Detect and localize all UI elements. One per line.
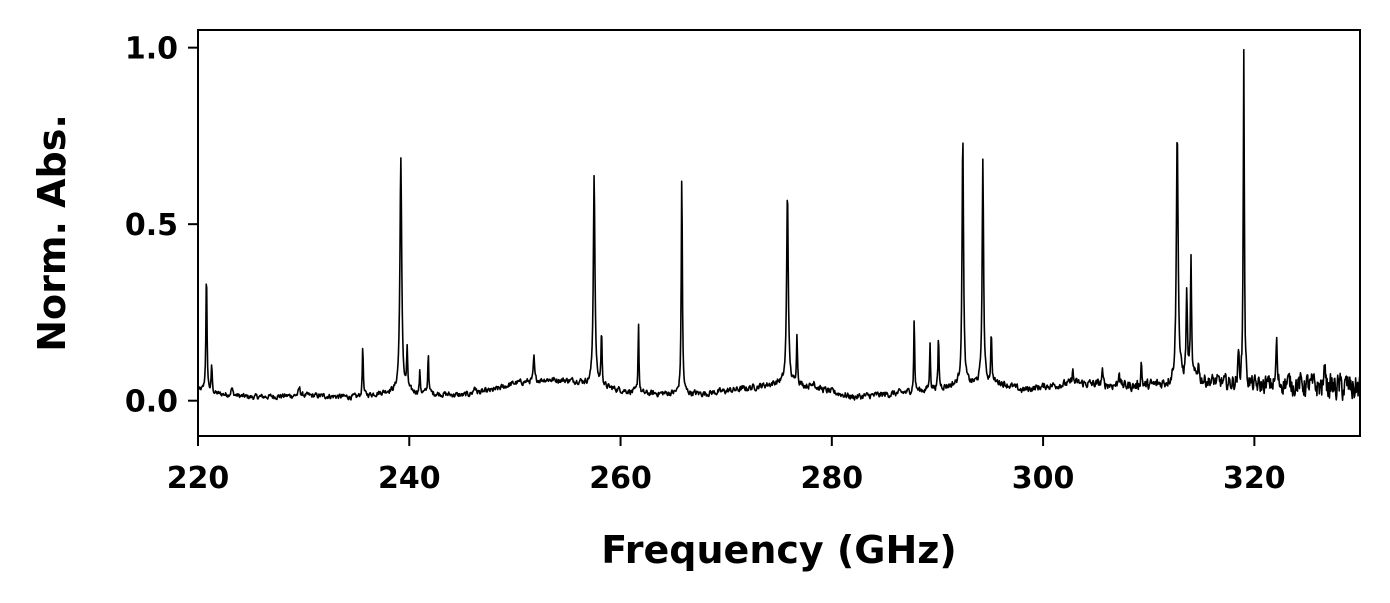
plot-frame (197, 29, 1361, 437)
spectrum-line (197, 48, 1361, 402)
x-tick-label: 240 (378, 461, 441, 496)
x-axis-ticks: 220 240 260 280 300 320 (167, 436, 1286, 496)
y-tick-label: 1.0 (125, 32, 178, 67)
x-tick-label: 280 (801, 461, 864, 496)
x-axis-label: Frequency (GHz) (601, 528, 957, 572)
x-tick-label: 220 (167, 461, 230, 496)
y-tick-label: 0.0 (125, 385, 178, 420)
plot-area (197, 48, 1361, 402)
y-axis-label: Norm. Abs. (30, 114, 74, 352)
y-tick-label: 0.5 (125, 208, 178, 243)
x-tick-label: 320 (1223, 461, 1286, 496)
x-tick-label: 260 (589, 461, 652, 496)
y-axis-ticks: 0.0 0.5 1.0 (125, 32, 198, 420)
x-tick-label: 300 (1012, 461, 1075, 496)
